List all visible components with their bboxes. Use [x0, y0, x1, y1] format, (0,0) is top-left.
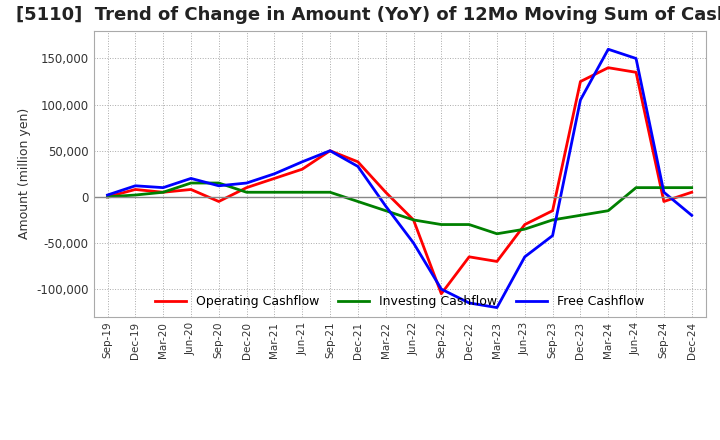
Investing Cashflow [409, 217, 418, 223]
Operating Cashflow [409, 217, 418, 223]
Operating Cashflow [631, 70, 640, 75]
Operating Cashflow [549, 208, 557, 213]
Free Cashflow [354, 164, 362, 169]
Investing Cashflow [215, 180, 223, 186]
Investing Cashflow [604, 208, 613, 213]
Investing Cashflow [131, 192, 140, 198]
Investing Cashflow [325, 190, 334, 195]
Operating Cashflow [660, 199, 668, 204]
Investing Cashflow [382, 208, 390, 213]
Investing Cashflow [242, 190, 251, 195]
Title: [5110]  Trend of Change in Amount (YoY) of 12Mo Moving Sum of Cashflows: [5110] Trend of Change in Amount (YoY) o… [16, 6, 720, 24]
Line: Investing Cashflow: Investing Cashflow [107, 183, 692, 234]
Operating Cashflow [325, 148, 334, 154]
Operating Cashflow [215, 199, 223, 204]
Investing Cashflow [354, 199, 362, 204]
Free Cashflow [325, 148, 334, 154]
Investing Cashflow [521, 227, 529, 232]
Investing Cashflow [103, 194, 112, 199]
Investing Cashflow [576, 213, 585, 218]
Investing Cashflow [437, 222, 446, 227]
Investing Cashflow [549, 217, 557, 223]
Investing Cashflow [159, 190, 168, 195]
Free Cashflow [159, 185, 168, 190]
Operating Cashflow [242, 185, 251, 190]
Free Cashflow [688, 213, 696, 218]
Free Cashflow [576, 97, 585, 103]
Free Cashflow [298, 159, 307, 165]
Free Cashflow [521, 254, 529, 260]
Operating Cashflow [382, 190, 390, 195]
Line: Operating Cashflow: Operating Cashflow [107, 68, 692, 294]
Investing Cashflow [186, 180, 195, 186]
Investing Cashflow [492, 231, 501, 236]
Operating Cashflow [604, 65, 613, 70]
Free Cashflow [103, 192, 112, 198]
Free Cashflow [131, 183, 140, 188]
Investing Cashflow [270, 190, 279, 195]
Free Cashflow [549, 233, 557, 238]
Free Cashflow [215, 183, 223, 188]
Line: Free Cashflow: Free Cashflow [107, 49, 692, 308]
Investing Cashflow [688, 185, 696, 190]
Free Cashflow [465, 301, 474, 306]
Investing Cashflow [631, 185, 640, 190]
Operating Cashflow [437, 291, 446, 297]
Operating Cashflow [354, 159, 362, 165]
Operating Cashflow [159, 190, 168, 195]
Free Cashflow [186, 176, 195, 181]
Operating Cashflow [186, 187, 195, 192]
Operating Cashflow [521, 222, 529, 227]
Free Cashflow [660, 190, 668, 195]
Free Cashflow [242, 180, 251, 186]
Free Cashflow [437, 286, 446, 292]
Operating Cashflow [131, 187, 140, 192]
Operating Cashflow [298, 167, 307, 172]
Free Cashflow [492, 305, 501, 310]
Operating Cashflow [103, 194, 112, 199]
Y-axis label: Amount (million yen): Amount (million yen) [18, 108, 31, 239]
Investing Cashflow [660, 185, 668, 190]
Legend: Operating Cashflow, Investing Cashflow, Free Cashflow: Operating Cashflow, Investing Cashflow, … [150, 290, 649, 313]
Free Cashflow [604, 47, 613, 52]
Operating Cashflow [576, 79, 585, 84]
Free Cashflow [270, 171, 279, 176]
Operating Cashflow [465, 254, 474, 260]
Free Cashflow [631, 56, 640, 61]
Operating Cashflow [270, 176, 279, 181]
Free Cashflow [409, 240, 418, 246]
Operating Cashflow [688, 190, 696, 195]
Investing Cashflow [465, 222, 474, 227]
Operating Cashflow [492, 259, 501, 264]
Investing Cashflow [298, 190, 307, 195]
Free Cashflow [382, 203, 390, 209]
